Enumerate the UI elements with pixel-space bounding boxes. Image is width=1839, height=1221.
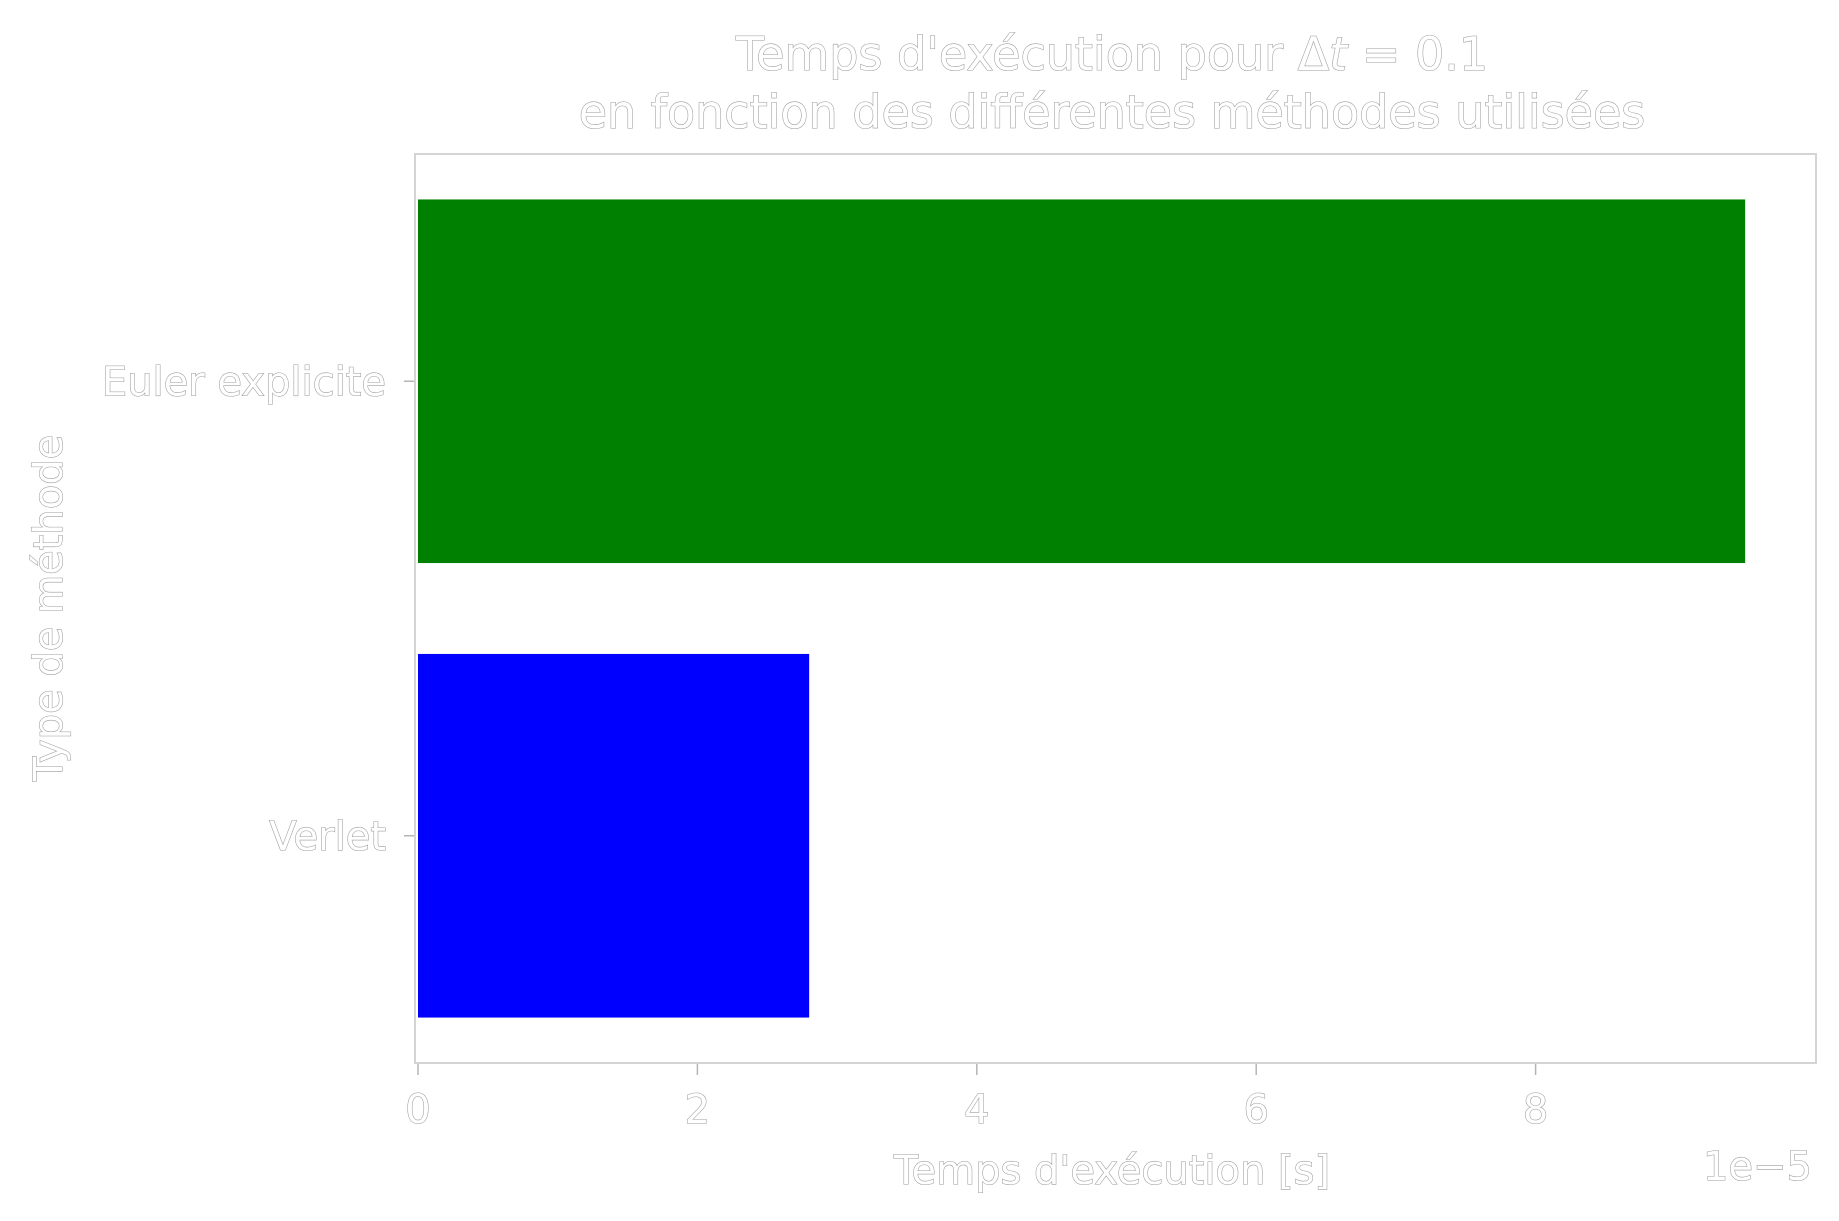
x-axis-label: Temps d'exécution [s]	[893, 1148, 1330, 1194]
chart-title-line-2: en fonction des différentes méthodes uti…	[579, 85, 1646, 139]
bars-group	[418, 199, 1746, 1018]
chart-title-variable: t	[1329, 27, 1349, 81]
x-tick-label: 0	[405, 1087, 430, 1133]
chart-title-suffix: = 0.1	[1347, 27, 1488, 81]
x-tick-label: 4	[964, 1087, 989, 1133]
x-tick-label: 6	[1243, 1087, 1268, 1133]
bar-euler-explicite	[418, 199, 1746, 564]
x-axis-offset-label: 1e−5	[1703, 1144, 1812, 1190]
x-tick-label: 8	[1523, 1087, 1548, 1133]
bar-verlet	[418, 653, 810, 1018]
y-axis-label: Type de méthode	[26, 435, 72, 782]
chart-title-line-1: Temps d'exécution pour Δt = 0.1	[735, 27, 1488, 81]
y-axis-ticks: Euler explicite Verlet	[101, 359, 414, 860]
chart-title-delta: Δ	[1298, 27, 1330, 81]
x-tick-label: 2	[685, 1087, 710, 1133]
plot-frame	[414, 153, 1817, 1064]
y-tick-label: Verlet	[269, 814, 386, 860]
y-tick-label: Euler explicite	[102, 359, 386, 405]
x-axis-ticks: 0 2 4 6 8	[405, 1064, 1549, 1134]
chart-title-prefix: Temps d'exécution pour	[735, 27, 1298, 81]
